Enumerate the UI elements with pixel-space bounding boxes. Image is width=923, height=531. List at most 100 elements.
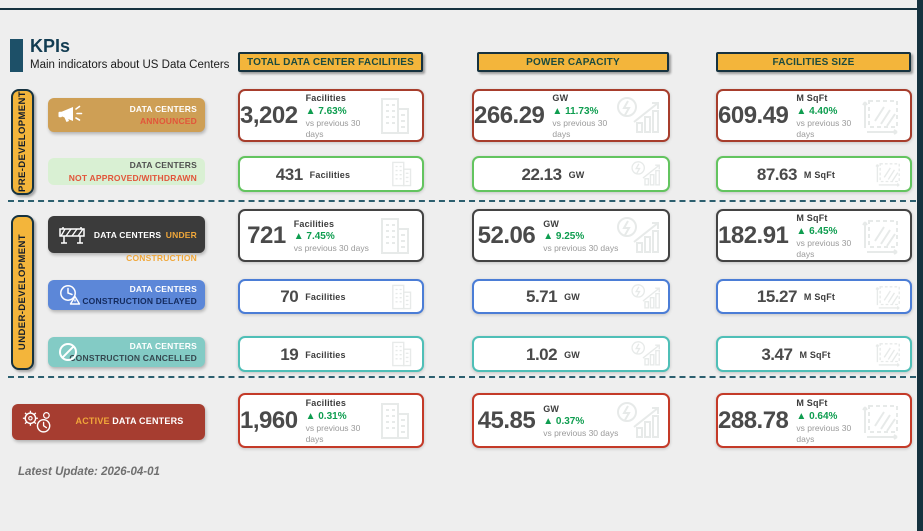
kpi-delta: ▲ 7.63% (305, 105, 347, 117)
kpi-unit: GW (564, 292, 580, 302)
row-label-secondary: NOT APPROVED/WITHDRAWN (68, 172, 197, 183)
kpi-delta: ▲ 7.45% (293, 231, 335, 243)
kpi-unit: GW (543, 218, 560, 229)
kpi-value: 431 (275, 164, 303, 184)
kpi-value: 266.29 (474, 101, 545, 129)
kpi-value: 721 (247, 221, 286, 249)
kpi-unit: M SqFt (796, 93, 828, 104)
kpi-unit: Facilities (305, 398, 347, 409)
kpi-card-announced-power: 266.29 GW ▲ 11.73% vs previous 30 days (472, 89, 670, 142)
kpi-card-under-construction-power: 52.06 GW ▲ 9.25% vs previous 30 days (472, 209, 670, 262)
kpi-value: 3.47 (761, 344, 793, 364)
kpi-unit: GW (564, 349, 580, 360)
group-tab-pre-development[interactable]: PRE-DEVELOPMENT (11, 89, 34, 195)
kpi-delta-note: vs previous 30 days (543, 243, 619, 254)
page-title: KPIs (30, 36, 71, 56)
kpi-card-delayed-size: 15.27 M SqFt (716, 279, 912, 314)
kpi-delta-note: vs previous 30 days (293, 243, 369, 254)
kpi-value: 22.13 (521, 164, 563, 184)
kpi-delta-note: vs previous 30 days (305, 117, 361, 139)
kpi-delta: ▲ 9.25% (543, 231, 585, 243)
kpi-card-under-construction-facilities: 721 Facilities ▲ 7.45% vs previous 30 da… (238, 209, 424, 262)
row-label-construction-cancelled[interactable]: DATA CENTERS CONSTRUCTION CANCELLED (48, 337, 205, 367)
kpi-delta-note: vs previous 30 days (796, 117, 852, 139)
kpi-unit: M SqFt (803, 169, 836, 180)
kpi-value: 19 (280, 344, 299, 364)
row-label-construction-delayed[interactable]: DATA CENTERS CONSTRUCTION DELAYED (48, 280, 205, 310)
kpi-unit: Facilities (309, 169, 351, 180)
kpi-value: 70 (280, 287, 299, 306)
kpi-unit: Facilities (305, 292, 346, 302)
kpi-value: 182.91 (718, 221, 789, 249)
kpi-card-cancelled-size: 3.47 M SqFt (716, 336, 912, 372)
kpi-card-not-approved-power: 22.13 GW (472, 156, 670, 192)
row-label-secondary: ACTIVE (75, 416, 110, 427)
kpi-card-active-power: 45.85 GW ▲ 0.37% vs previous 30 days (472, 393, 670, 448)
kpi-value: 1,960 (240, 406, 298, 434)
kpi-value: 609.49 (718, 101, 789, 129)
row-label-announced[interactable]: DATA CENTERS ANNOUNCED (48, 98, 205, 132)
section-divider (8, 200, 916, 202)
kpi-delta: ▲ 4.40% (796, 105, 838, 117)
column-header-power-capacity[interactable]: POWER CAPACITY (477, 52, 669, 72)
kpi-value: 288.78 (718, 406, 789, 434)
kpi-card-cancelled-power: 1.02 GW (472, 336, 670, 372)
kpi-card-cancelled-facilities: 19 Facilities (238, 336, 424, 372)
row-label-secondary: CONSTRUCTION DELAYED (82, 296, 197, 306)
kpi-card-not-approved-size: 87.63 M SqFt (716, 156, 912, 192)
column-header-facilities-size[interactable]: FACILITIES SIZE (716, 52, 911, 72)
group-tab-label: PRE-DEVELOPMENT (17, 91, 28, 193)
kpi-unit: Facilities (293, 218, 335, 229)
row-label-primary: DATA CENTERS (129, 103, 197, 114)
kpi-delta: ▲ 0.64% (796, 410, 838, 422)
kpi-delta-note: vs previous 30 days (796, 237, 852, 259)
kpi-unit: GW (568, 169, 585, 180)
kpi-card-under-construction-size: 182.91 M SqFt ▲ 6.45% vs previous 30 day… (716, 209, 912, 262)
row-label-active[interactable]: ACTIVE DATA CENTERS (12, 404, 205, 440)
column-header-facilities[interactable]: TOTAL DATA CENTER FACILITIES (238, 52, 423, 72)
page-right-rule (917, 0, 923, 531)
section-divider (8, 376, 916, 378)
kpi-card-announced-size: 609.49 M SqFt ▲ 4.40% vs previous 30 day… (716, 89, 912, 142)
kpi-unit: Facilities (305, 93, 347, 104)
kpi-card-announced-facilities: 3,202 Facilities ▲ 7.63% vs previous 30 … (238, 89, 424, 142)
barrier-icon (57, 225, 87, 245)
kpi-delta-note: vs previous 30 days (552, 117, 608, 139)
kpi-delta: ▲ 6.45% (796, 225, 838, 237)
row-label-secondary: UNDER CONSTRUCTION (126, 230, 197, 264)
group-tab-label: UNDER-DEVELOPMENT (17, 234, 28, 351)
page-subtitle: Main indicators about US Data Centers (30, 59, 230, 71)
row-label-under-construction[interactable]: DATA CENTERS UNDER CONSTRUCTION (48, 216, 205, 263)
kpi-value: 5.71 (526, 287, 558, 306)
kpi-card-active-size: 288.78 M SqFt ▲ 0.64% vs previous 30 day… (716, 393, 912, 448)
kpi-card-delayed-power: 5.71 GW (472, 279, 670, 314)
kpi-unit: M SqFt (796, 398, 828, 409)
clock-delay-icon (57, 284, 83, 306)
page-top-rule (0, 8, 923, 10)
kpi-card-active-facilities: 1,960 Facilities ▲ 0.31% vs previous 30 … (238, 393, 424, 448)
gears-clock-icon (21, 408, 53, 436)
latest-update-note: Latest Update: 2026-04-01 (18, 466, 160, 478)
kpi-value: 3,202 (240, 101, 298, 129)
kpi-delta-note: vs previous 30 days (796, 422, 852, 444)
kpi-unit: M SqFt (799, 349, 831, 360)
kpi-unit: GW (552, 93, 569, 104)
row-label-primary: DATA CENTERS (129, 160, 197, 171)
kpi-value: 1.02 (526, 344, 558, 364)
kpi-delta: ▲ 0.31% (305, 410, 347, 422)
kpi-card-not-approved-facilities: 431 Facilities (238, 156, 424, 192)
kpi-delta: ▲ 11.73% (552, 105, 599, 117)
kpi-value: 45.85 (477, 406, 536, 434)
kpi-delta: ▲ 0.37% (543, 416, 585, 428)
row-label-primary: DATA CENTERS (129, 340, 197, 351)
row-label-primary: DATA CENTERS (112, 416, 184, 427)
row-label-primary: DATA CENTERS (129, 283, 197, 294)
kpi-value: 15.27 (756, 287, 798, 306)
kpi-value: 87.63 (756, 164, 798, 184)
kpi-delta-note: vs previous 30 days (543, 428, 619, 439)
row-label-secondary: CONSTRUCTION CANCELLED (69, 353, 197, 363)
row-label-not-approved[interactable]: DATA CENTERS NOT APPROVED/WITHDRAWN (48, 158, 205, 185)
group-tab-under-development[interactable]: UNDER-DEVELOPMENT (11, 215, 34, 370)
row-label-primary: DATA CENTERS (93, 230, 162, 240)
